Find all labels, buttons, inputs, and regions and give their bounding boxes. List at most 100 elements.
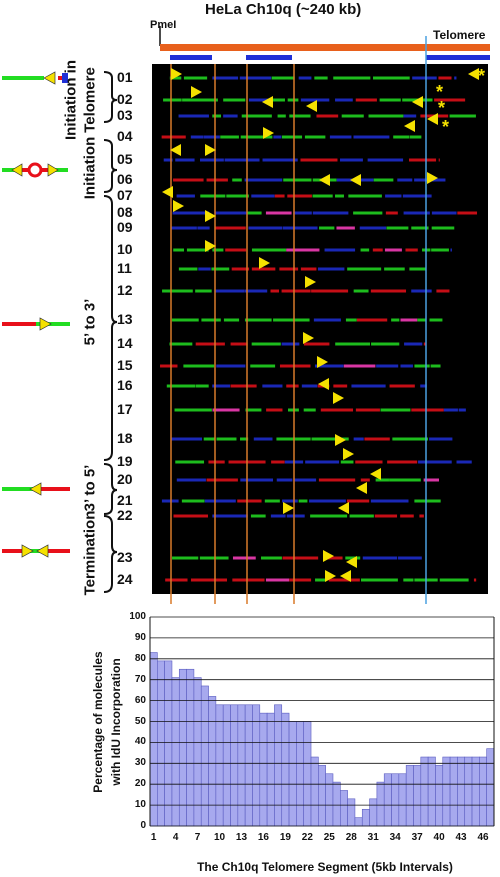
fiber-segment [376, 364, 399, 368]
schematic-termination [2, 544, 70, 558]
x-tick-label: 31 [367, 832, 379, 843]
fiber-segment [404, 342, 423, 346]
fiber-segment [353, 211, 383, 215]
chart-bar [391, 773, 400, 827]
fiber-segment [431, 248, 449, 252]
fiber-segment [271, 460, 285, 464]
molecule-number: 10 [117, 241, 133, 257]
fiber-segment [200, 194, 226, 198]
chart-bar [383, 773, 392, 827]
fiber-segment [449, 114, 476, 118]
chart-bar [259, 712, 268, 827]
fiber-segment [328, 578, 360, 582]
chart-bar [420, 756, 429, 827]
fiber-segment [178, 267, 198, 271]
chart-bar [237, 704, 246, 827]
fork-arrowhead [412, 96, 423, 108]
fiber-segment [274, 194, 285, 198]
fiber-segment [166, 384, 196, 388]
fork-arrowhead [343, 448, 354, 460]
fiber-segment [281, 135, 303, 139]
molecule-number: 03 [117, 107, 133, 123]
fiber-segment [303, 342, 330, 346]
fiber-segment [389, 478, 421, 482]
fiber-segment [216, 437, 237, 441]
fiber-segment [389, 384, 415, 388]
fiber-segment [339, 158, 363, 162]
chart-bar [449, 756, 458, 827]
fiber-segment [264, 499, 280, 503]
molecule-number: 21 [117, 492, 133, 508]
fiber-segment [384, 248, 402, 252]
fiber-segment [282, 556, 319, 560]
fiber-segment [174, 408, 212, 412]
x-tick-label: 25 [323, 832, 335, 843]
fork-arrowhead [404, 120, 415, 132]
chart-bar [405, 765, 414, 827]
chart-bar [442, 756, 451, 827]
fiber-segment [380, 408, 411, 412]
fiber-segment [190, 578, 228, 582]
fiber-segment [282, 499, 298, 503]
fiber-segment [385, 211, 398, 215]
fiber-segment [240, 437, 249, 441]
segment-orange-bar [160, 44, 490, 51]
chart-bar [361, 808, 370, 827]
fiber-segment [186, 248, 209, 252]
y-tick-label: 80 [134, 652, 146, 664]
fiber-segment [379, 98, 401, 102]
star-marker: * [442, 117, 450, 137]
fiber-segment [183, 364, 215, 368]
y-tick-label: 60 [134, 694, 146, 706]
fiber-segment [262, 158, 298, 162]
chart-bar [186, 668, 195, 827]
molecule-number: 18 [117, 430, 133, 446]
fiber-segment [454, 76, 457, 80]
fiber-lines [160, 76, 478, 582]
chart-bar [471, 756, 480, 827]
fiber-segment [411, 226, 429, 230]
chart-bar [164, 660, 173, 827]
fiber-segment [456, 460, 472, 464]
molecule-number: 16 [117, 377, 133, 393]
fiber-segment [423, 342, 427, 346]
fiber-segment [398, 556, 422, 560]
fork-arrowheads [162, 68, 479, 582]
fiber-segment [312, 211, 349, 215]
fiber-segment [336, 226, 355, 230]
fiber-segment [429, 437, 453, 441]
fiber-segment [176, 194, 195, 198]
fiber-segment [244, 178, 283, 182]
fiber-segment [319, 226, 335, 230]
fiber-segment [301, 384, 318, 388]
chart-bar [208, 696, 217, 827]
fiber-segment [286, 514, 305, 518]
group-braces [103, 71, 118, 593]
molecule-number: 12 [117, 282, 133, 298]
fiber-segment [171, 437, 202, 441]
group-label-telomere-1: Initiation in [62, 60, 80, 140]
chart-bar [339, 790, 348, 827]
probe-bar-1 [170, 55, 212, 60]
molecule-number: 15 [117, 357, 133, 373]
fiber-segment [283, 178, 312, 182]
fork-arrowhead [191, 86, 202, 98]
fork-arrowhead [427, 172, 438, 184]
star-marker: * [438, 98, 446, 118]
fork-arrowhead [356, 482, 367, 494]
fiber-segment [403, 211, 430, 215]
fiber-segment [300, 98, 330, 102]
fiber-segment [165, 578, 188, 582]
fork-arrowhead [325, 570, 336, 582]
chart-bar [457, 756, 466, 827]
fiber-segment [230, 342, 248, 346]
fiber-segment [224, 158, 260, 162]
y-tick-label: 10 [134, 799, 146, 811]
y-tick-label: 90 [134, 631, 146, 643]
y-tick-label: 20 [134, 778, 146, 790]
fiber-segment [261, 556, 282, 560]
molecule-number: 07 [117, 187, 133, 203]
x-tick-label: 16 [257, 832, 269, 843]
y-tick-label: 70 [134, 673, 146, 685]
fork-arrowhead [335, 434, 346, 446]
